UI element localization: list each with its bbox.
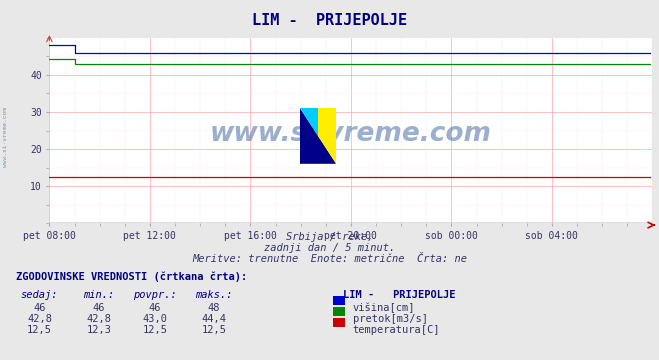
Text: LIM -   PRIJEPOLJE: LIM - PRIJEPOLJE	[343, 290, 455, 300]
Text: Srbija / reke,: Srbija / reke,	[286, 232, 373, 242]
Text: 42,8: 42,8	[86, 314, 111, 324]
Text: 48: 48	[208, 303, 220, 313]
Text: 12,5: 12,5	[202, 325, 227, 335]
Text: pretok[m3/s]: pretok[m3/s]	[353, 314, 428, 324]
Text: 44,4: 44,4	[202, 314, 227, 324]
Text: ZGODOVINSKE VREDNOSTI (črtkana črta):: ZGODOVINSKE VREDNOSTI (črtkana črta):	[16, 272, 248, 282]
Text: temperatura[C]: temperatura[C]	[353, 325, 440, 335]
Text: maks.:: maks.:	[196, 290, 233, 300]
Polygon shape	[300, 108, 336, 164]
Polygon shape	[318, 108, 336, 164]
Text: povpr.:: povpr.:	[133, 290, 177, 300]
Text: 12,5: 12,5	[142, 325, 167, 335]
Text: 46: 46	[93, 303, 105, 313]
Polygon shape	[300, 108, 318, 136]
Text: 12,5: 12,5	[27, 325, 52, 335]
Text: min.:: min.:	[83, 290, 115, 300]
Text: LIM -  PRIJEPOLJE: LIM - PRIJEPOLJE	[252, 13, 407, 28]
Text: www.si-vreme.com: www.si-vreme.com	[210, 121, 492, 147]
Text: 12,3: 12,3	[86, 325, 111, 335]
Text: Meritve: trenutne  Enote: metrične  Črta: ne: Meritve: trenutne Enote: metrične Črta: …	[192, 254, 467, 264]
Text: 46: 46	[149, 303, 161, 313]
Text: višina[cm]: višina[cm]	[353, 303, 415, 314]
Text: www.si-vreme.com: www.si-vreme.com	[3, 107, 8, 167]
Text: 42,8: 42,8	[27, 314, 52, 324]
Text: 46: 46	[34, 303, 45, 313]
Text: zadnji dan / 5 minut.: zadnji dan / 5 minut.	[264, 243, 395, 253]
Text: 43,0: 43,0	[142, 314, 167, 324]
Text: sedaj:: sedaj:	[21, 290, 58, 300]
